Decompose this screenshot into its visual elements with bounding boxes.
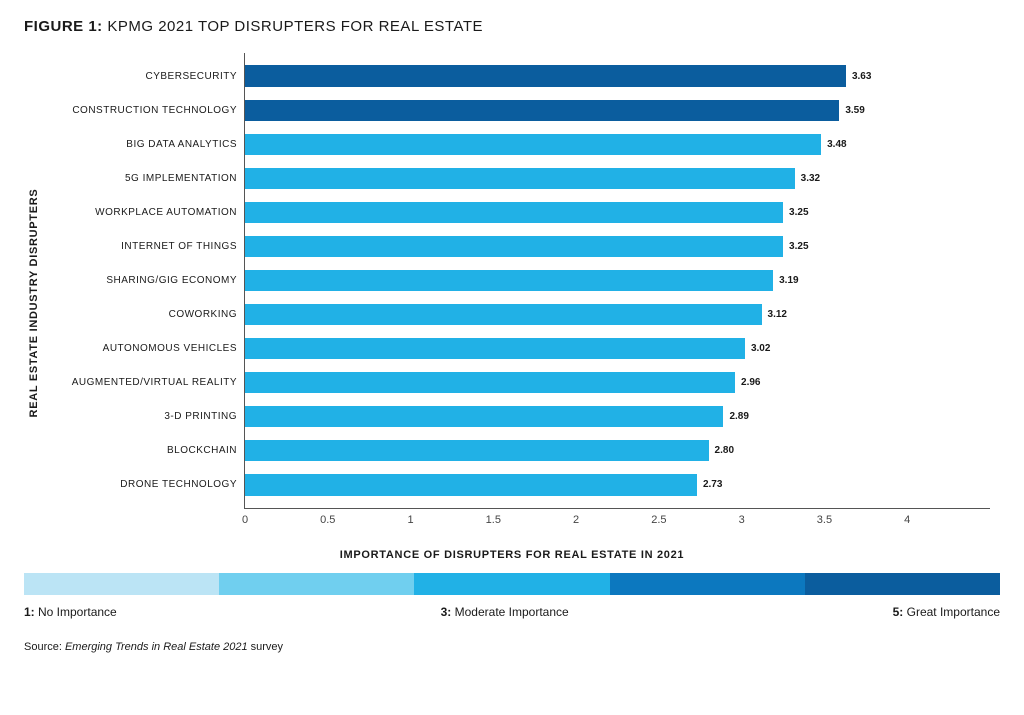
scale-label-text: Great Importance [903, 605, 1000, 619]
bar-row: DRONE TECHNOLOGY2.73 [245, 474, 990, 495]
bar-value-label: 2.96 [741, 377, 760, 388]
figure-title-text: KPMG 2021 TOP DISRUPTERS FOR REAL ESTATE [103, 18, 483, 35]
bar-value-label: 3.19 [779, 275, 798, 286]
bar-row: 3-D PRINTING2.89 [245, 406, 990, 427]
bar-value-label: 3.48 [827, 139, 846, 150]
source-text: Source: Emerging Trends in Real Estate 2… [24, 641, 1000, 653]
bar-row: COWORKING3.12 [245, 304, 990, 325]
bar-category-label: BIG DATA ANALYTICS [126, 139, 237, 150]
bar-row: INTERNET OF THINGS3.25 [245, 236, 990, 257]
scale-labels: 1: No Importance 3: Moderate Importance 5:… [24, 605, 1000, 619]
bar-row: AUTONOMOUS VEHICLES3.02 [245, 338, 990, 359]
plot-area: CYBERSECURITY3.63 CONSTRUCTION TECHNOLOGY… [244, 53, 990, 509]
bar [245, 236, 783, 257]
scale-label: 1: No Importance [24, 605, 117, 619]
scale-swatch [414, 573, 609, 595]
bar-value-label: 3.32 [801, 173, 820, 184]
bar-row: CYBERSECURITY3.63 [245, 65, 990, 86]
bar-category-label: 3-D PRINTING [164, 411, 237, 422]
x-tick-label: 2.5 [651, 514, 666, 526]
bar-value-label: 3.25 [789, 241, 808, 252]
bar-row: SHARING/GIG ECONOMY3.19 [245, 270, 990, 291]
bar [245, 134, 821, 155]
bar-category-label: CYBERSECURITY [145, 71, 237, 82]
bar [245, 100, 839, 121]
figure-title: FIGURE 1: KPMG 2021 TOP DISRUPTERS FOR R… [24, 18, 1000, 35]
bar [245, 474, 697, 495]
color-scale [24, 573, 1000, 595]
x-tick-label: 2 [573, 514, 579, 526]
bar [245, 65, 846, 86]
scale-swatch [24, 573, 219, 595]
bar [245, 440, 709, 461]
scale-label-num: 1: [24, 605, 35, 619]
x-axis-title: IMPORTANCE OF DISRUPTERS FOR REAL ESTATE… [24, 549, 1000, 561]
bar-row: WORKPLACE AUTOMATION3.25 [245, 202, 990, 223]
x-tick-label: 4 [904, 514, 910, 526]
legend-section: 1: No Importance 3: Moderate Importance 5:… [24, 573, 1000, 619]
x-tick-label: 3.5 [817, 514, 832, 526]
bar [245, 168, 795, 189]
scale-label-text: No Importance [35, 605, 117, 619]
bar [245, 406, 723, 427]
bar [245, 304, 762, 325]
bar-category-label: AUTONOMOUS VEHICLES [103, 343, 237, 354]
bar [245, 202, 783, 223]
bar [245, 372, 735, 393]
scale-label: 5: Great Importance [893, 605, 1000, 619]
bar-row: CONSTRUCTION TECHNOLOGY3.59 [245, 100, 990, 121]
bar [245, 338, 745, 359]
bar-row: 5G IMPLEMENTATION3.32 [245, 168, 990, 189]
source-prefix: Source: [24, 641, 65, 653]
bar-value-label: 3.59 [845, 105, 864, 116]
source-citation: Emerging Trends in Real Estate 2021 [65, 641, 248, 653]
scale-swatch [219, 573, 414, 595]
scale-label: 3: Moderate Importance [441, 605, 569, 619]
bar-value-label: 2.80 [715, 445, 734, 456]
source-suffix: survey [248, 641, 283, 653]
x-tick-label: 1 [407, 514, 413, 526]
scale-label-num: 5: [893, 605, 904, 619]
bar-value-label: 2.73 [703, 479, 722, 490]
bars-container: CYBERSECURITY3.63 CONSTRUCTION TECHNOLOGY… [245, 59, 990, 502]
x-tick-label: 0.5 [320, 514, 335, 526]
y-axis-title: REAL ESTATE INDUSTRY DISRUPTERS [28, 189, 40, 418]
x-tick-label: 0 [242, 514, 248, 526]
bar-category-label: CONSTRUCTION TECHNOLOGY [72, 105, 237, 116]
bar-category-label: BLOCKCHAIN [167, 445, 237, 456]
bar-category-label: INTERNET OF THINGS [121, 241, 237, 252]
bar-value-label: 2.89 [729, 411, 748, 422]
bar-row: BLOCKCHAIN2.80 [245, 440, 990, 461]
scale-swatch [805, 573, 1000, 595]
bar-category-label: AUGMENTED/VIRTUAL REALITY [72, 377, 237, 388]
bar-category-label: SHARING/GIG ECONOMY [106, 275, 237, 286]
bar-category-label: 5G IMPLEMENTATION [125, 173, 237, 184]
bar-row: BIG DATA ANALYTICS3.48 [245, 134, 990, 155]
x-tick-label: 1.5 [486, 514, 501, 526]
scale-swatch [610, 573, 805, 595]
bar-value-label: 3.25 [789, 207, 808, 218]
bar-row: AUGMENTED/VIRTUAL REALITY2.96 [245, 372, 990, 393]
figure-number: FIGURE 1: [24, 18, 103, 35]
bar-value-label: 3.02 [751, 343, 770, 354]
bar-value-label: 3.12 [768, 309, 787, 320]
chart-area: REAL ESTATE INDUSTRY DISRUPTERS CYBERSEC… [64, 53, 1000, 541]
bar [245, 270, 773, 291]
bar-category-label: WORKPLACE AUTOMATION [95, 207, 237, 218]
scale-label-text: Moderate Importance [451, 605, 568, 619]
bar-category-label: COWORKING [169, 309, 237, 320]
bar-category-label: DRONE TECHNOLOGY [120, 479, 237, 490]
x-tick-label: 3 [739, 514, 745, 526]
bar-value-label: 3.63 [852, 71, 871, 82]
scale-label-num: 3: [441, 605, 452, 619]
